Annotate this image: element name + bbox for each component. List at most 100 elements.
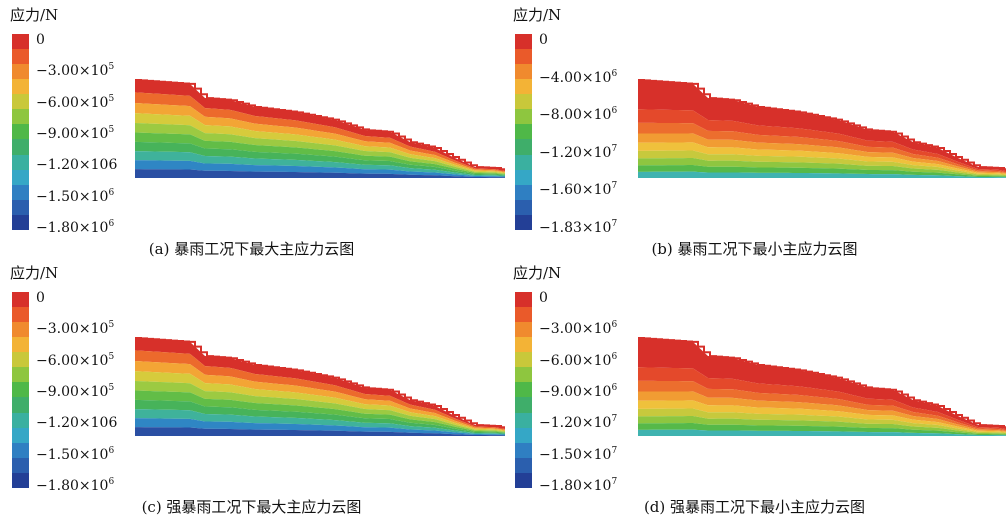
- colorbar-segment: [515, 352, 532, 368]
- panel-c: 应力/N 0 −3.00×105 −6.00×105 −9.00×105 −1.20×1…: [0, 258, 505, 516]
- colorbar-tick-label: −6.00×106: [539, 351, 618, 369]
- contour-plot: [135, 337, 505, 436]
- contour-plot: [135, 79, 505, 178]
- colorbar-tick-label: −3.00×105: [36, 62, 115, 80]
- colorbar-segment: [12, 382, 29, 398]
- colorbar-segment: [515, 367, 532, 383]
- panel-caption: (a) 暴雨工况下最大主应力云图: [148, 240, 355, 258]
- colorbar-segment: [12, 307, 29, 323]
- colorbar-segment: [515, 64, 532, 80]
- slope-surface: [638, 79, 1006, 171]
- colorbar-tick-label: −1.80×106: [36, 477, 115, 495]
- contour-band: [135, 103, 505, 173]
- colorbar-tick-label: −1.60×107: [539, 181, 618, 199]
- panel-a: 应力/N 0 −3.00×105 −6.00×105 −9.00×105 −1.20×1…: [0, 0, 505, 258]
- unit-label: 应力/N: [513, 6, 562, 24]
- colorbar-segment: [12, 457, 29, 473]
- colorbar-tick-label: −1.20×106: [36, 157, 118, 174]
- contour-band: [135, 151, 505, 177]
- colorbar-segment: [515, 442, 532, 458]
- contour-band: [638, 80, 1006, 172]
- colorbar-tick-label: −3.00×105: [36, 320, 115, 338]
- contour-band: [638, 400, 1006, 433]
- contour-band: [638, 380, 1006, 432]
- contour-band: [135, 399, 505, 434]
- colorbar-tick-label: −1.50×107: [539, 445, 618, 463]
- colorbar-tick-label: −9.00×106: [539, 383, 618, 401]
- colorbar-segment: [515, 109, 532, 125]
- colorbar-segment: [12, 34, 29, 50]
- contour-band: [135, 169, 505, 178]
- colorbar-tick-label: −1.50×106: [36, 187, 115, 205]
- slope-surface: [135, 79, 505, 171]
- colorbar-segment: [12, 184, 29, 200]
- colorbar-segment: [12, 154, 29, 170]
- colorbar: [12, 292, 29, 488]
- slope-surface: [135, 337, 505, 429]
- contour-band: [135, 141, 505, 176]
- colorbar-segment: [12, 94, 29, 110]
- colorbar-segment: [515, 412, 532, 428]
- colorbar-segment: [12, 139, 29, 155]
- colorbar-tick-label: −6.00×105: [36, 351, 115, 369]
- colorbar-segment: [515, 322, 532, 338]
- colorbar-segment: [12, 427, 29, 443]
- panel-caption: (c) 强暴雨工况下最大主应力云图: [141, 498, 362, 516]
- colorbar: [515, 34, 532, 230]
- colorbar-tick-label: −8.00×106: [539, 106, 618, 124]
- panel-d: 应力/N 0 −3.00×106 −6.00×106 −9.00×106 −1.20×1…: [503, 258, 1006, 516]
- contour-band: [638, 165, 1006, 178]
- contour-band: [638, 171, 1006, 178]
- contour-band: [135, 361, 505, 431]
- contour-band: [135, 80, 505, 172]
- colorbar-tick-label: 0: [36, 32, 45, 48]
- colorbar-segment: [515, 94, 532, 110]
- contour-band: [135, 132, 505, 176]
- colorbar-segment: [515, 292, 532, 308]
- colorbar-segment: [515, 472, 532, 488]
- contour-band: [638, 142, 1006, 175]
- colorbar-segment: [12, 109, 29, 125]
- colorbar-segment: [12, 322, 29, 338]
- contour-band: [135, 92, 505, 172]
- contour-band: [638, 109, 1006, 173]
- colorbar: [515, 292, 532, 488]
- contour-plot: [638, 79, 1006, 178]
- colorbar-tick-label: −1.50×106: [36, 445, 115, 463]
- panel-caption: (b) 暴雨工况下最小主应力云图: [651, 240, 858, 258]
- colorbar-segment: [12, 472, 29, 488]
- contour-band: [135, 338, 505, 430]
- contour-band: [638, 391, 1006, 432]
- colorbar: [12, 34, 29, 230]
- panel-caption: (d) 强暴雨工况下最小主应力云图: [643, 498, 866, 516]
- colorbar-tick-label: −3.00×106: [539, 320, 618, 338]
- contour-band: [135, 122, 505, 175]
- colorbar-segment: [12, 169, 29, 185]
- contour-band: [638, 150, 1006, 176]
- colorbar-segment: [515, 49, 532, 65]
- colorbar-segment: [515, 427, 532, 443]
- slope-surface: [638, 337, 1006, 429]
- colorbar-segment: [12, 352, 29, 368]
- contour-band: [135, 350, 505, 430]
- colorbar-tick-label: −1.20×106: [36, 415, 118, 432]
- contour-band: [135, 160, 505, 178]
- contour-band: [638, 415, 1006, 435]
- colorbar-segment: [12, 337, 29, 353]
- colorbar-tick-label: 0: [539, 290, 548, 306]
- colorbar-segment: [12, 397, 29, 413]
- colorbar-segment: [515, 79, 532, 95]
- colorbar-tick-label: 0: [539, 32, 548, 48]
- colorbar-tick-label: −1.80×106: [36, 219, 115, 237]
- contour-band: [638, 338, 1006, 430]
- colorbar-segment: [515, 34, 532, 50]
- unit-label: 应力/N: [10, 6, 59, 24]
- colorbar-tick-label: 0: [36, 290, 45, 306]
- panel-b: 应力/N 0 −4.00×106 −8.00×106 −1.20×107 −1.60×1…: [503, 0, 1006, 258]
- contour-plot: [638, 337, 1006, 436]
- colorbar-segment: [515, 154, 532, 170]
- colorbar-segment: [12, 79, 29, 95]
- colorbar-tick-label: −1.20×107: [539, 414, 618, 432]
- colorbar-segment: [515, 124, 532, 140]
- colorbar-segment: [515, 397, 532, 413]
